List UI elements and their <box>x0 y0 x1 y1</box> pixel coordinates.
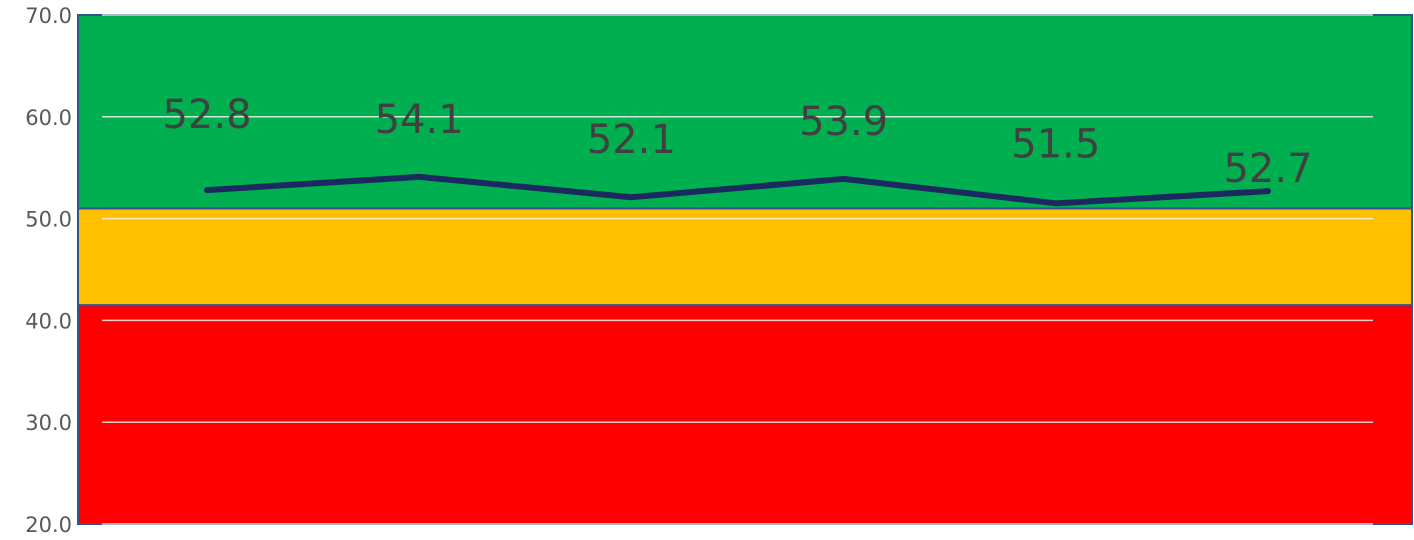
data-label: 53.9 <box>799 99 888 145</box>
data-label: 54.1 <box>375 97 464 143</box>
y-axis-ticks: 20.0 30.0 40.0 50.0 60.0 70.0 <box>25 4 72 537</box>
y-tick-label: 40.0 <box>25 309 72 333</box>
gridlines <box>102 14 1373 525</box>
y-tick-label: 50.0 <box>25 208 72 232</box>
background-band-0 <box>77 304 1413 525</box>
data-labels: 52.8 54.1 52.1 53.9 51.5 52.7 <box>162 92 1312 192</box>
data-label: 52.8 <box>162 92 251 138</box>
y-tick-label: 60.0 <box>25 106 72 130</box>
y-tick-label: 20.0 <box>25 513 72 537</box>
background-band-2 <box>77 14 1413 210</box>
data-label: 51.5 <box>1011 121 1100 167</box>
data-label: 52.7 <box>1223 146 1312 192</box>
series-lines <box>204 173 1271 207</box>
background-band-1 <box>77 207 1413 307</box>
series-line-0 <box>204 173 1271 207</box>
y-tick-label: 30.0 <box>25 411 72 435</box>
background-bands <box>77 14 1413 525</box>
data-label: 52.1 <box>587 117 676 163</box>
y-tick-label: 70.0 <box>25 4 72 28</box>
